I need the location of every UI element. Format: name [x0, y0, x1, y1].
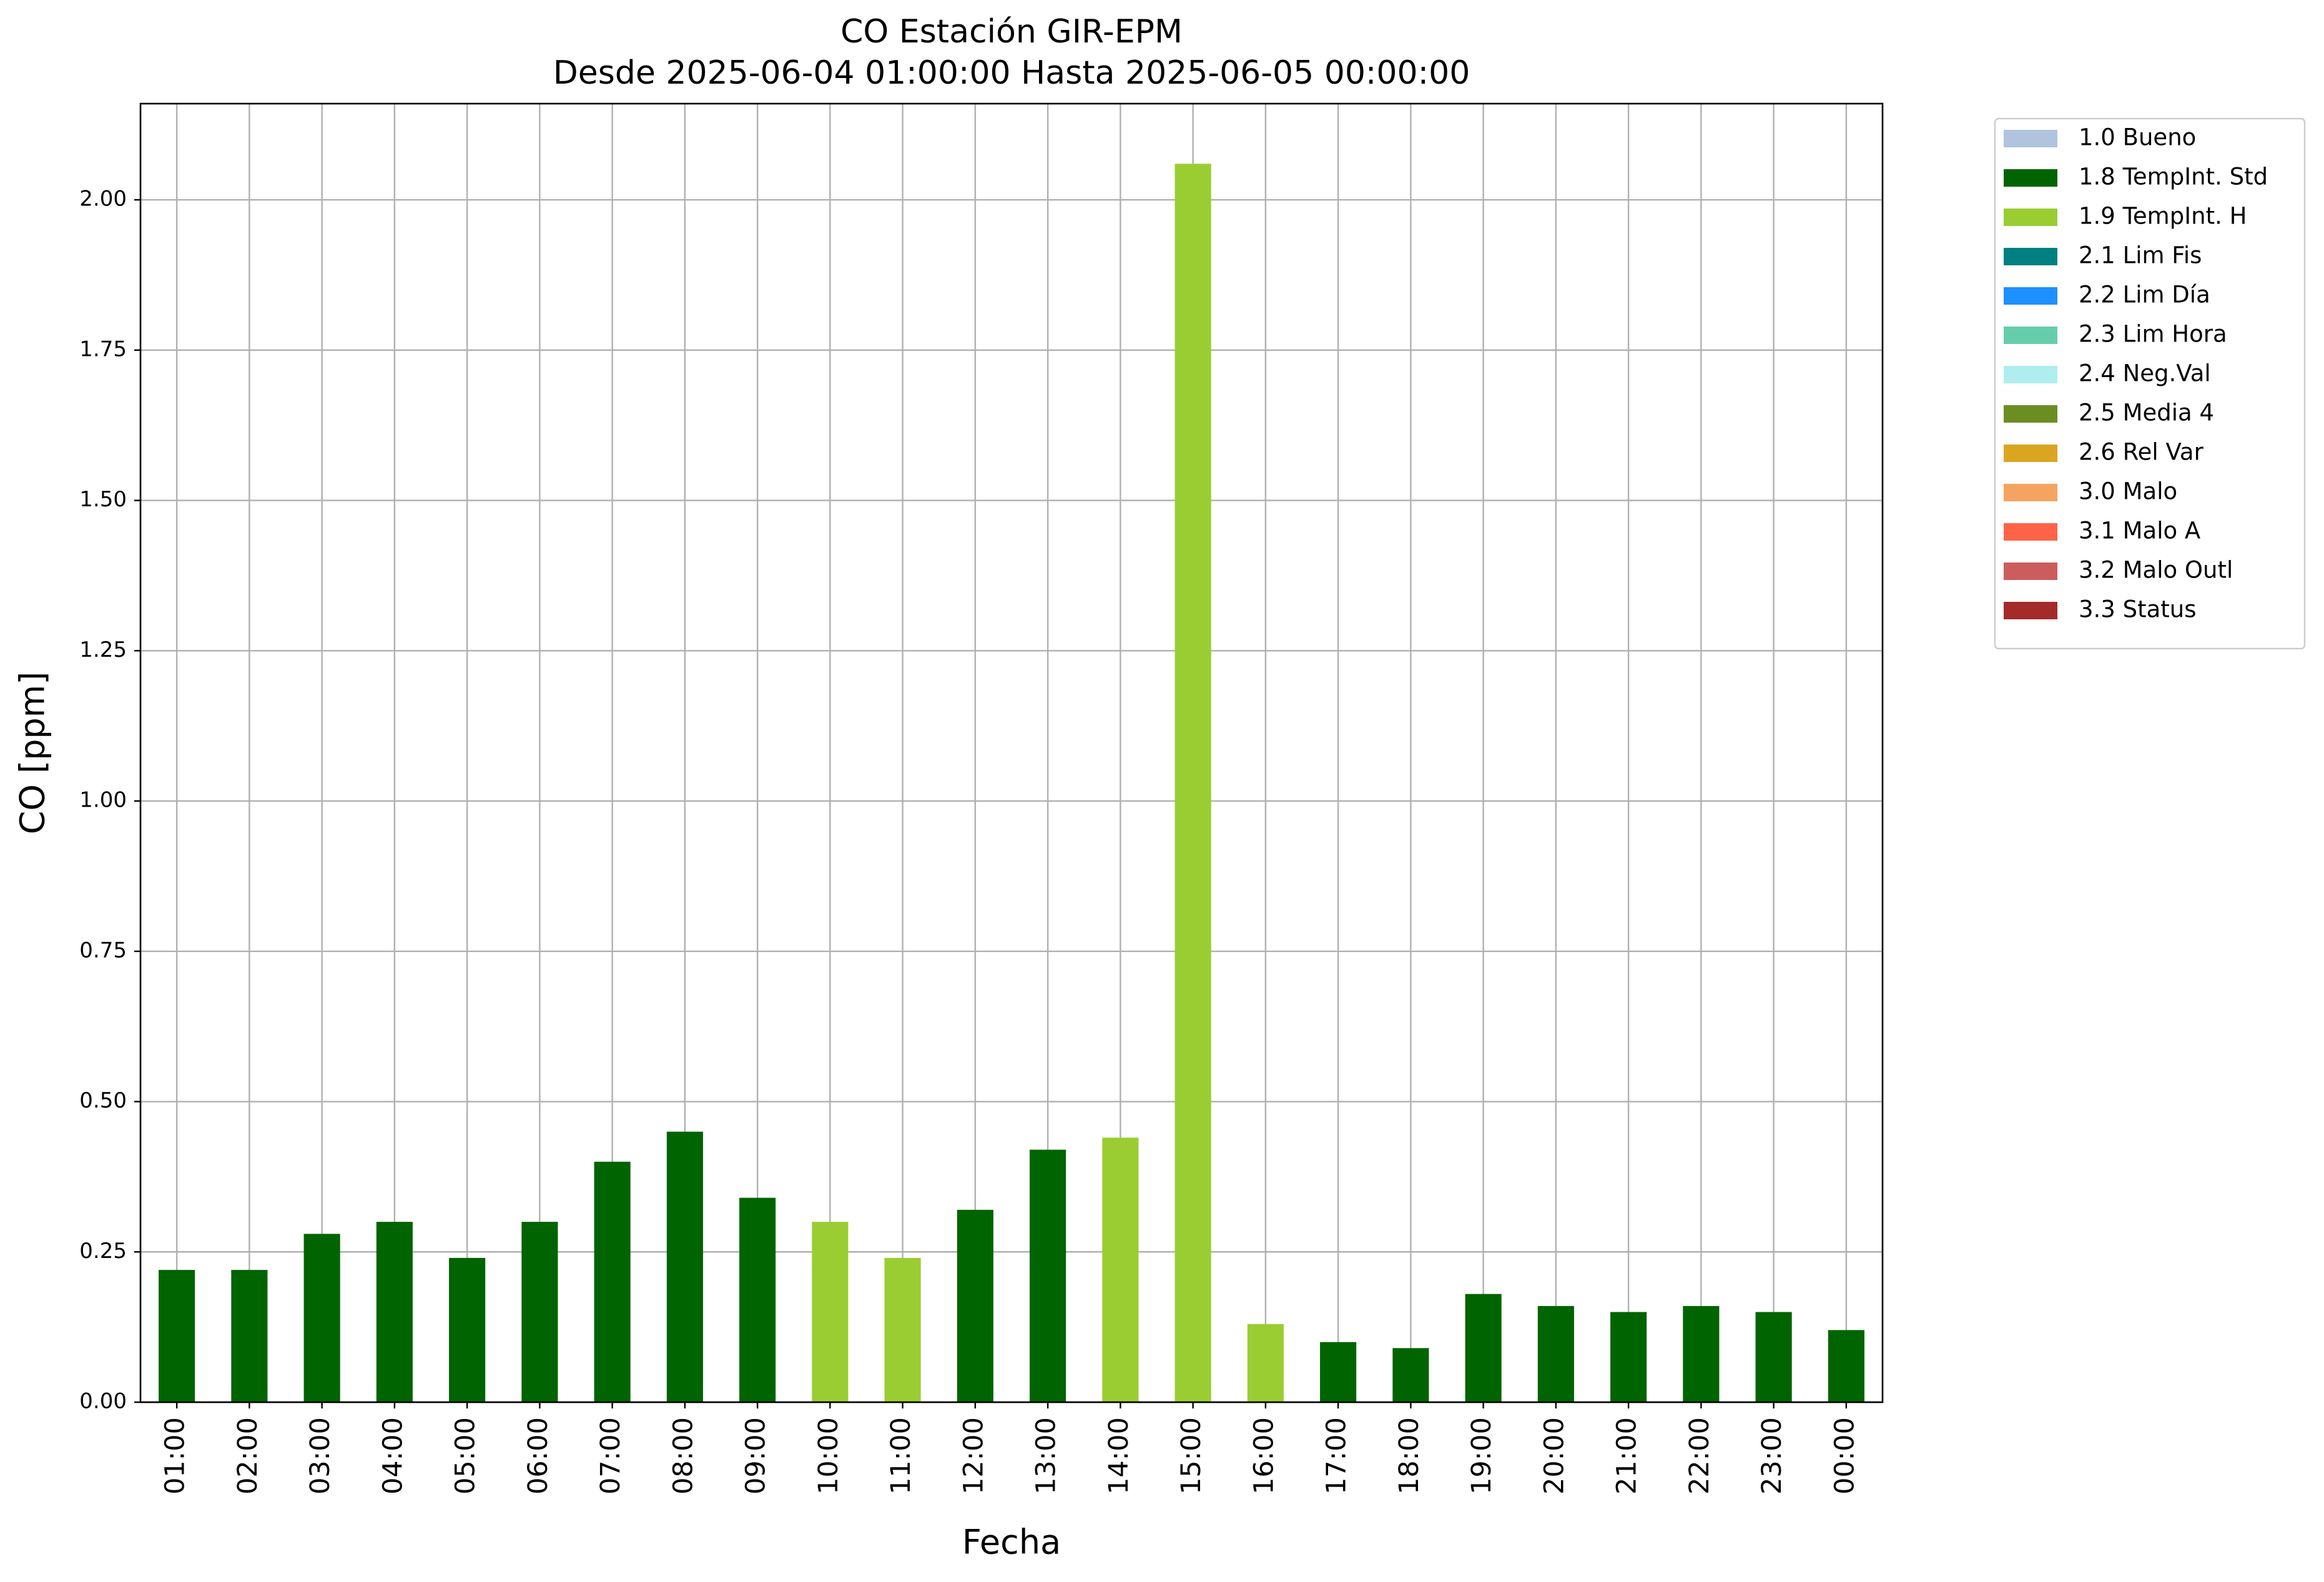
legend-label: 3.1 Malo A [2079, 518, 2200, 544]
legend-label: 2.6 Rel Var [2079, 439, 2204, 466]
x-tick-label: 22:00 [1684, 1417, 1715, 1495]
bar [1828, 1330, 1864, 1402]
bar [957, 1209, 993, 1402]
bar [884, 1257, 921, 1402]
bar [666, 1131, 703, 1402]
legend-swatch [2004, 169, 2057, 187]
bar [1392, 1348, 1429, 1402]
legend-label: 2.2 Lim Día [2079, 282, 2210, 308]
bar [1755, 1312, 1792, 1402]
legend-label: 3.2 Malo Outl [2079, 557, 2233, 584]
y-tick-label: 1.25 [79, 637, 127, 662]
bar [231, 1270, 268, 1402]
x-tick-label: 14:00 [1103, 1417, 1135, 1495]
legend-swatch [2004, 523, 2057, 541]
x-tick-label: 09:00 [741, 1417, 772, 1495]
legend-label: 3.0 Malo [2079, 478, 2177, 505]
x-tick-label: 16:00 [1248, 1417, 1279, 1495]
bar [1537, 1305, 1574, 1402]
chart-subtitle: Desde 2025-06-04 01:00:00 Hasta 2025-06-… [553, 54, 1470, 92]
y-tick-label: 1.50 [79, 487, 127, 512]
bar [1174, 164, 1211, 1403]
legend-swatch [2004, 405, 2057, 423]
legend-label: 2.5 Media 4 [2079, 400, 2214, 426]
y-axis-label: CO [ppm] [13, 672, 52, 835]
y-tick-label: 1.75 [79, 337, 127, 361]
y-tick-label: 0.75 [79, 938, 127, 963]
x-tick-label: 11:00 [885, 1417, 917, 1495]
x-tick-label: 17:00 [1321, 1417, 1352, 1495]
legend-swatch [2004, 209, 2057, 226]
legend-swatch [2004, 602, 2057, 619]
bar [376, 1222, 413, 1402]
x-tick-label: 21:00 [1612, 1417, 1643, 1495]
x-tick-label: 13:00 [1031, 1417, 1062, 1495]
legend-label: 1.9 TempInt. H [2079, 203, 2247, 230]
legend-label: 2.4 Neg.Val [2079, 360, 2211, 387]
legend-swatch [2004, 563, 2057, 580]
y-tick-label: 0.50 [79, 1088, 127, 1113]
x-tick-label: 20:00 [1539, 1417, 1570, 1495]
legend-swatch [2004, 287, 2057, 305]
x-tick-label: 10:00 [813, 1417, 844, 1495]
legend-swatch [2004, 445, 2057, 462]
x-tick-label: 08:00 [667, 1417, 699, 1495]
bar [521, 1222, 558, 1402]
legend-box [1994, 117, 2306, 650]
x-tick-label: 05:00 [450, 1417, 481, 1495]
bar [1320, 1342, 1357, 1402]
x-tick-label: 07:00 [595, 1417, 626, 1495]
bar [1610, 1312, 1647, 1402]
bar [812, 1222, 849, 1402]
chart-title: CO Estación GIR-EPM [840, 13, 1183, 51]
bar [159, 1270, 195, 1402]
x-tick-label: 23:00 [1756, 1417, 1788, 1495]
y-tick-label: 0.00 [79, 1389, 127, 1414]
bar [594, 1161, 631, 1402]
x-tick-label: 01:00 [160, 1417, 191, 1495]
y-tick-label: 0.25 [79, 1239, 127, 1264]
x-tick-label: 04:00 [377, 1417, 408, 1495]
bar [1247, 1324, 1284, 1402]
bar [1683, 1305, 1720, 1402]
legend-swatch [2004, 248, 2057, 265]
legend-swatch [2004, 327, 2057, 344]
x-axis-label: Fecha [962, 1523, 1061, 1562]
x-tick-label: 00:00 [1829, 1417, 1860, 1495]
legend-swatch [2004, 484, 2057, 501]
plot-frame [139, 102, 1884, 1403]
x-tick-label: 12:00 [958, 1417, 989, 1495]
bar [1102, 1137, 1139, 1402]
legend-swatch [2004, 130, 2057, 147]
bar [1030, 1149, 1066, 1402]
x-tick-label: 06:00 [523, 1417, 554, 1495]
bar [739, 1197, 776, 1402]
legend-label: 1.8 TempInt. Std [2079, 164, 2268, 190]
legend-label: 1.0 Bueno [2079, 124, 2196, 151]
y-tick-label: 2.00 [79, 187, 127, 212]
x-tick-label: 15:00 [1176, 1417, 1207, 1495]
bar [449, 1257, 486, 1402]
bar [303, 1234, 340, 1402]
legend-label: 2.3 Lim Hora [2079, 321, 2227, 348]
x-tick-label: 02:00 [232, 1417, 263, 1495]
legend-label: 2.1 Lim Fis [2079, 242, 2202, 269]
y-tick-label: 1.00 [79, 788, 127, 813]
legend-swatch [2004, 366, 2057, 383]
legend-label: 3.3 Status [2079, 596, 2197, 623]
x-tick-label: 03:00 [305, 1417, 336, 1495]
bar [1465, 1294, 1502, 1402]
x-tick-label: 18:00 [1394, 1417, 1425, 1495]
x-tick-label: 19:00 [1466, 1417, 1497, 1495]
